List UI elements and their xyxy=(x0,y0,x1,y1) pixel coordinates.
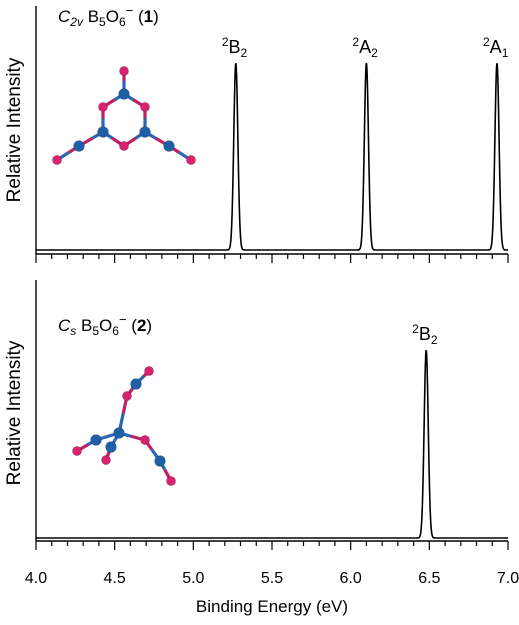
molecule-structure-cs xyxy=(72,366,176,486)
panel-title-cs: Cs B5O6− (2) xyxy=(58,312,152,338)
x-tick-label: 4.0 xyxy=(25,570,47,587)
boron-atom xyxy=(73,140,85,152)
boron-atom xyxy=(154,455,166,467)
oxygen-atom xyxy=(72,446,82,456)
x-tick-label: 6.0 xyxy=(340,570,362,587)
peak-label: 2B2 xyxy=(222,35,248,60)
x-tick-label: 5.5 xyxy=(261,570,283,587)
x-tick-labels: 4.0 4.5 5.0 5.5 6.0 6.5 7.0 xyxy=(25,570,519,587)
boron-atom xyxy=(139,126,151,138)
oxygen-atom xyxy=(119,66,129,76)
boron-atom xyxy=(118,88,130,100)
boron-atom xyxy=(105,441,117,453)
oxygen-atom xyxy=(101,455,111,465)
oxygen-atom xyxy=(52,155,62,165)
x-axis-label: Binding Energy (eV) xyxy=(196,597,348,616)
oxygen-atom xyxy=(119,141,129,151)
x-ticks-bottom xyxy=(35,541,509,550)
oxygen-atom xyxy=(144,366,154,376)
spectrum-trace-cs xyxy=(36,349,508,539)
peak-labels-cs: 2B2 xyxy=(412,322,438,347)
boron-atom xyxy=(90,434,102,446)
molecule-structure-c2v xyxy=(52,66,196,165)
peak-label: 2A1 xyxy=(483,35,509,60)
x-tick-label: 4.5 xyxy=(104,570,126,587)
oxygen-atom xyxy=(98,102,108,112)
oxygen-atom xyxy=(186,155,196,165)
peak-label: 2B2 xyxy=(412,322,438,347)
y-axis-label-bottom: Relative Intensity xyxy=(4,340,25,485)
x-tick-label: 5.0 xyxy=(182,570,204,587)
y-axis-label-top: Relative Intensity xyxy=(4,57,25,202)
peak-labels-c2v: 2B2 2A2 2A1 xyxy=(222,35,509,60)
panel-title-c2v: C2v B5O6− (1) xyxy=(58,3,159,29)
oxygen-atom xyxy=(140,102,150,112)
oxygen-atom xyxy=(122,391,132,401)
boron-atom xyxy=(130,378,142,390)
boron-atom xyxy=(97,126,109,138)
oxygen-atom xyxy=(140,435,150,445)
spectrum-trace-c2v xyxy=(36,62,508,251)
x-tick-label: 7.0 xyxy=(497,570,519,587)
oxygen-atom xyxy=(166,476,176,486)
boron-atom xyxy=(163,140,175,152)
peak-label: 2A2 xyxy=(352,35,378,60)
x-ticks-top xyxy=(35,254,509,263)
boron-atom xyxy=(113,427,125,439)
panel-cs: 4.0 4.5 5.0 5.5 6.0 6.5 7.0 2B2 Cs B5O6− (2) R… xyxy=(4,280,519,616)
x-tick-label: 6.5 xyxy=(418,570,440,587)
panel-c2v: 2B2 2A2 2A1 C2v B5O6− (1) Relative Intensi… xyxy=(4,3,509,263)
